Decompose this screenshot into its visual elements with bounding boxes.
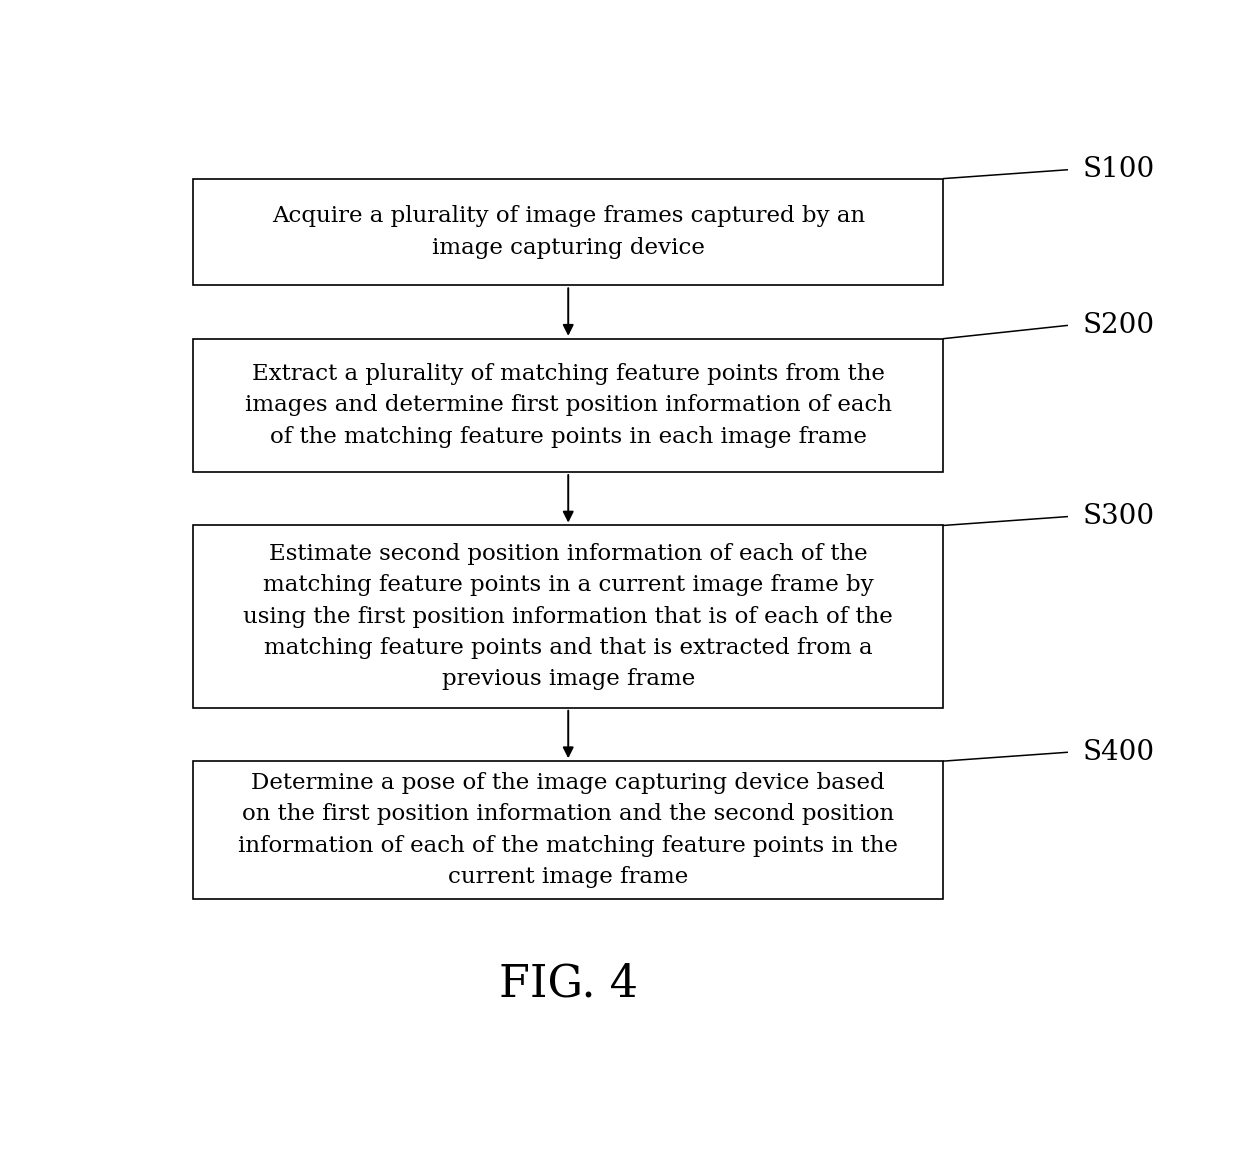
- Bar: [193, 526, 942, 708]
- Text: Estimate second position information of each of the
matching feature points in a: Estimate second position information of …: [243, 543, 893, 691]
- Text: Acquire a plurality of image frames captured by an
image capturing device: Acquire a plurality of image frames capt…: [272, 206, 864, 259]
- Text: S200: S200: [1083, 312, 1154, 338]
- Bar: [193, 761, 942, 899]
- Text: S400: S400: [1083, 739, 1154, 766]
- Text: Extract a plurality of matching feature points from the
images and determine fir: Extract a plurality of matching feature …: [244, 363, 892, 448]
- Text: FIG. 4: FIG. 4: [498, 962, 637, 1005]
- Bar: [193, 179, 942, 285]
- Bar: [193, 338, 942, 472]
- Text: S300: S300: [1083, 504, 1154, 530]
- Text: Determine a pose of the image capturing device based
on the first position infor: Determine a pose of the image capturing …: [238, 772, 898, 888]
- Text: S100: S100: [1083, 156, 1154, 184]
